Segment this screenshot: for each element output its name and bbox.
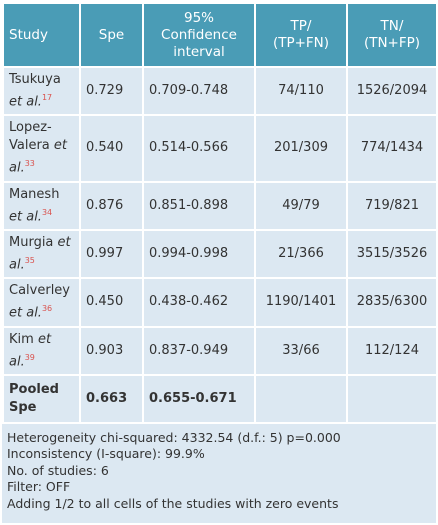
spe-cell: 0.876 — [79, 180, 144, 231]
reference: 36 — [41, 304, 53, 314]
ci-cell: 0.851-0.898 — [142, 180, 256, 231]
tp-cell: 201/309 — [254, 114, 348, 183]
table-row: Calverley et al.36 0.450 0.438-0.462 1190/1… — [2, 277, 436, 328]
et-al: et al. — [9, 138, 68, 176]
header-row: Study Spe 95% Confidence interval TP/(TP+FN) T… — [2, 2, 436, 68]
pooled-row: Pooled Spe 0.663 0.655-0.671 — [2, 373, 436, 424]
et-al: et al. — [9, 331, 52, 369]
tn-cell: 719/821 — [346, 180, 436, 231]
table-body: Tsukuya et al.17 0.729 0.709-0.748 74/110 15… — [2, 65, 436, 424]
empty-cell — [346, 373, 436, 424]
header-cell: TN/(TN+FP) — [346, 2, 436, 68]
study-name: Manesh — [9, 186, 60, 202]
et-al: et al. — [9, 305, 42, 321]
et-al: et al. — [9, 94, 42, 110]
reference: 17 — [41, 93, 53, 102]
study-cell: Manesh et al.34 — [2, 180, 81, 231]
footer-line: Heterogeneity chi-squared: 4332.54 (d.f.… — [7, 429, 341, 445]
tn-cell: 112/124 — [346, 325, 436, 376]
header-cell: TP/(TP+FN) — [254, 2, 348, 68]
reference: 34 — [41, 207, 53, 217]
table-row: Lopez-Valera et al.33 0.540 0.514-0.566 201… — [2, 114, 436, 183]
spe-cell: 0.997 — [79, 228, 144, 280]
study-cell: Pooled Spe — [2, 373, 81, 424]
footer: Heterogeneity chi-squared: 4332.54 (d.f.… — [2, 424, 436, 519]
reference: 39 — [24, 352, 35, 362]
et-al: et al. — [9, 234, 71, 273]
study-cell: Lopez-Valera et al.33 — [2, 114, 81, 183]
footer-line: No. of studies: 6 — [7, 462, 109, 478]
header-cell: Study — [2, 2, 81, 68]
reference: 33 — [24, 159, 35, 169]
table-row: Kim et al.39 0.903 0.837-0.949 33/66 112/124 — [2, 325, 436, 376]
ci-cell: 0.655-0.671 — [142, 373, 256, 424]
study-cell: Murgia et al.35 — [2, 228, 81, 280]
study-name: Tsukuya — [9, 72, 61, 87]
study-name: Kim — [9, 331, 34, 347]
header-text: Study — [9, 26, 48, 43]
spe-cell: 0.903 — [79, 325, 144, 376]
tn-cell: 774/1434 — [346, 114, 436, 183]
ci-cell: 0.709-0.748 — [142, 65, 256, 117]
tn-cell: 1526/2094 — [346, 65, 436, 117]
header-text: (TN+FP) — [363, 35, 421, 51]
tn-cell: 3515/3526 — [346, 228, 436, 280]
study-name: Lopez-Valera — [9, 120, 52, 154]
tp-cell: 49/79 — [254, 180, 348, 231]
header-cell: 95% Confidence interval — [142, 2, 256, 68]
spe-cell: 0.540 — [79, 114, 144, 183]
header-text: 95% — [183, 9, 214, 26]
table-row: Manesh et al.34 0.876 0.851-0.898 49/79 719/… — [2, 180, 436, 231]
study-cell: Kim et al.39 — [2, 325, 81, 376]
study-name: Murgia — [9, 234, 54, 250]
study-cell: Calverley et al.36 — [2, 277, 81, 328]
header-text: (TP+FN) — [272, 35, 330, 51]
tn-cell: 2835/6300 — [346, 277, 436, 328]
tp-cell: 1190/1401 — [254, 277, 348, 328]
header-text: TN/ — [380, 18, 404, 34]
ci-cell: 0.837-0.949 — [142, 325, 256, 376]
header-cell: Spe — [79, 2, 144, 68]
reference: 35 — [24, 255, 35, 265]
tp-cell: 33/66 — [254, 325, 348, 376]
table-row: Tsukuya et al.17 0.729 0.709-0.748 74/110 15… — [2, 65, 436, 117]
empty-cell — [254, 373, 348, 424]
tp-cell: 21/366 — [254, 228, 348, 280]
study-name: Calverley — [9, 283, 70, 299]
header-text: interval — [173, 43, 225, 60]
spe-cell: 0.450 — [79, 277, 144, 328]
table: Study Spe 95% Confidence interval TP/(TP+FN) T… — [2, 2, 436, 424]
table-row: Murgia et al.35 0.997 0.994-0.998 21/366 351… — [2, 228, 436, 280]
header-text: TP/ — [290, 18, 312, 34]
tp-cell: 74/110 — [254, 65, 348, 117]
ci-cell: 0.438-0.462 — [142, 277, 256, 328]
et-al: et al. — [9, 208, 42, 224]
study-cell: Tsukuya et al.17 — [2, 65, 81, 117]
spe-cell: 0.663 — [79, 373, 144, 424]
header-text: Confidence — [161, 26, 237, 43]
ci-cell: 0.514-0.566 — [142, 114, 256, 183]
footer-line: Filter: OFF — [7, 479, 71, 495]
ci-cell: 0.994-0.998 — [142, 228, 256, 280]
spe-cell: 0.729 — [79, 65, 144, 117]
header-text: Spe — [98, 26, 125, 43]
footer-line: Inconsistency (I-square): 99.9% — [7, 446, 205, 462]
footer-line: Adding 1/2 to all cells of the studies w… — [7, 495, 339, 511]
